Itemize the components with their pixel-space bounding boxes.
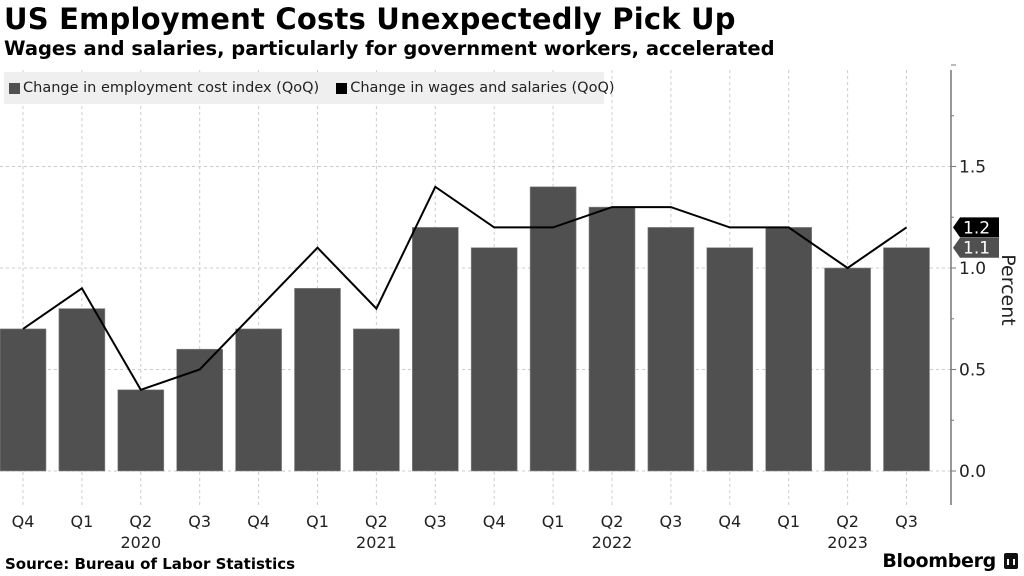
bar	[588, 206, 636, 472]
wages-line	[22, 185, 908, 392]
bar	[235, 328, 282, 472]
badge-wages-text: 1.2	[963, 218, 990, 238]
bar	[58, 308, 106, 472]
legend-swatch-wages	[336, 82, 348, 94]
legend-label-eci: Change in employment cost index (QoQ)	[23, 80, 320, 96]
bar	[176, 348, 223, 472]
bloomberg-chart-icon	[1004, 553, 1018, 569]
y-tick-label: 0.5	[959, 361, 986, 381]
x-tick-label: Q2	[601, 512, 624, 531]
x-tick-label: Q1	[306, 512, 329, 531]
y-axis-label: Percent	[997, 254, 1019, 326]
bar	[765, 227, 813, 472]
bar	[470, 247, 518, 472]
legend-item-eci: Change in employment cost index (QoQ)	[9, 80, 319, 96]
bar	[411, 227, 459, 472]
x-tick-label: Q4	[247, 512, 270, 531]
bar	[883, 247, 930, 472]
bar-series	[0, 186, 930, 472]
x-year-label: 2023	[827, 533, 868, 552]
x-tick-label: Q3	[660, 512, 683, 531]
x-year-label: 2020	[120, 533, 161, 552]
bar	[353, 328, 400, 472]
bar	[117, 389, 165, 472]
badge-eci-text: 1.1	[963, 239, 990, 259]
y-axis: 0.0 0.5 1.0 1.5	[950, 64, 986, 505]
badge-wages-shape	[953, 217, 999, 238]
x-tick-label: Q1	[542, 512, 565, 531]
y-tick-label: 1.5	[959, 158, 986, 178]
legend-label-wages: Change in wages and salaries (QoQ)	[350, 80, 615, 96]
x-tick-label: Q4	[483, 512, 506, 531]
bar	[706, 247, 754, 472]
x-tick-label: Q1	[71, 512, 94, 531]
x-tick-label: Q1	[777, 512, 800, 531]
badge-eci-shape	[953, 237, 999, 258]
chart-subtitle: Wages and salaries, particularly for gov…	[4, 37, 775, 60]
x-tick-label: Q3	[424, 512, 447, 531]
bar	[0, 328, 47, 472]
x-tick-label: Q2	[129, 512, 152, 531]
source-note: Source: Bureau of Labor Statistics	[5, 555, 296, 573]
chart-title: US Employment Costs Unexpectedly Pick Up	[4, 2, 736, 36]
last-value-badges: 1.21.1	[953, 217, 999, 259]
x-tick-label: Q3	[188, 512, 211, 531]
x-year-label: 2022	[592, 533, 633, 552]
x-tick-label: Q2	[365, 512, 388, 531]
line-series	[22, 185, 908, 392]
bar	[647, 227, 695, 472]
bar	[294, 287, 341, 472]
brand-name: Bloomberg	[882, 550, 996, 572]
x-year-label: 2021	[356, 533, 397, 552]
bar	[529, 186, 577, 472]
legend-swatch-eci	[9, 82, 20, 94]
x-tick-label: Q4	[718, 512, 741, 531]
x-tick-label: Q3	[895, 512, 918, 531]
x-tick-label: Q2	[836, 512, 859, 531]
y-tick-label: 1.0	[959, 259, 986, 279]
legend-item-wages: Change in wages and salaries (QoQ)	[336, 80, 615, 96]
x-axis: Q4 Q1 Q2 Q3 Q4 Q1 Q2 Q3 Q4 Q1 Q2 Q3 Q4 Q1 Q2 Q3 2020 2021…	[12, 512, 918, 552]
y-tick-label: 0.0	[959, 462, 986, 482]
brand-logo: Bloomberg	[882, 550, 1018, 572]
legend: Change in employment cost index (QoQ) Ch…	[4, 72, 615, 104]
x-tick-label: Q4	[12, 512, 35, 531]
bar	[824, 267, 871, 472]
